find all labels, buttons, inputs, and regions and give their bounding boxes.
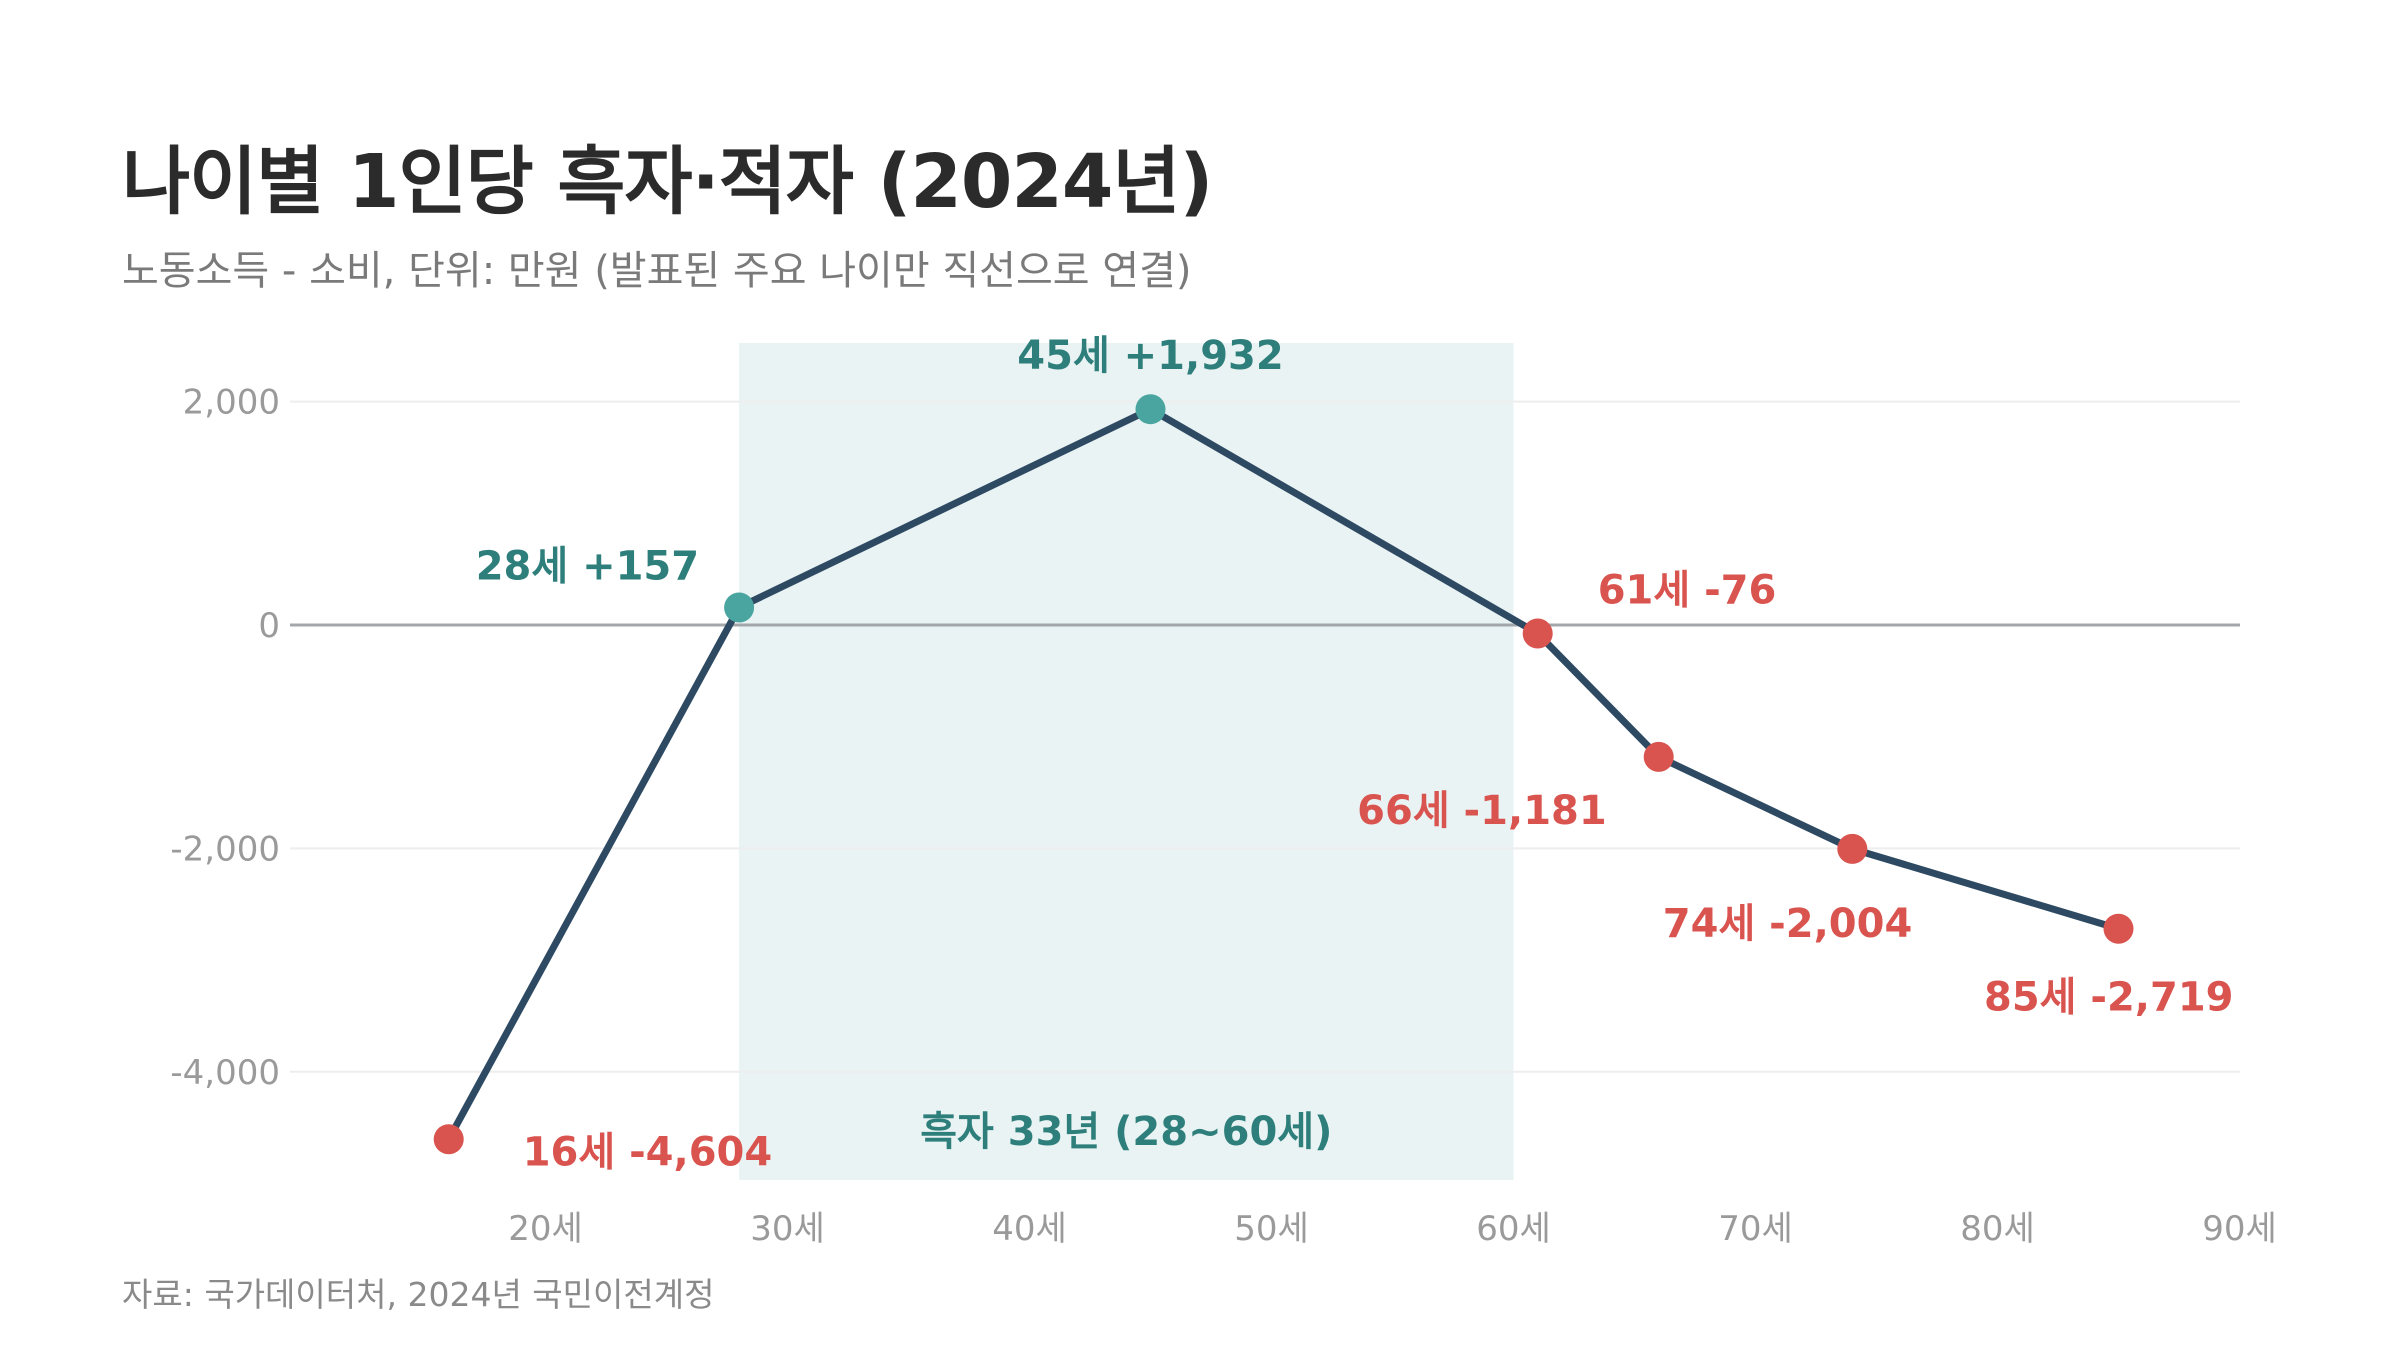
- y-tick-label: -2,000: [170, 829, 280, 869]
- x-tick-label: 40세: [992, 1209, 1067, 1249]
- y-tick-label: 0: [258, 606, 280, 646]
- data-point: [1522, 618, 1553, 649]
- data-point: [724, 592, 755, 623]
- data-label: 16세 -4,604: [523, 1129, 773, 1175]
- data-label: 85세 -2,719: [1984, 975, 2234, 1021]
- data-point: [2103, 913, 2134, 944]
- data-label: 74세 -2,004: [1663, 901, 1913, 947]
- x-tick-label: 50세: [1234, 1209, 1309, 1249]
- data-point: [1643, 741, 1674, 772]
- surplus-band-label: 흑자 33년 (28~60세): [920, 1109, 1332, 1155]
- source-note: 자료: 국가데이터처, 2024년 국민이전계정: [122, 1275, 715, 1314]
- y-tick-label: -4,000: [170, 1053, 280, 1093]
- data-label: 61세 -76: [1598, 567, 1777, 613]
- data-label: 45세 +1,932: [1017, 333, 1283, 379]
- surplus-band: [739, 343, 1514, 1180]
- data-label: 28세 +157: [476, 543, 699, 589]
- x-tick-label: 60세: [1476, 1209, 1551, 1249]
- x-tick-label: 80세: [1960, 1209, 2035, 1249]
- y-tick-label: 2,000: [183, 383, 280, 423]
- x-tick-label: 30세: [750, 1209, 825, 1249]
- data-point: [1837, 833, 1868, 864]
- x-tick-label: 20세: [508, 1209, 583, 1249]
- data-label: 66세 -1,181: [1357, 788, 1607, 834]
- chart-subtitle: 노동소득 - 소비, 단위: 만원 (발표된 주요 나이만 직선으로 연결): [122, 248, 1192, 294]
- data-point: [433, 1124, 464, 1155]
- x-tick-label: 90세: [2202, 1209, 2277, 1249]
- x-tick-label: 70세: [1718, 1209, 1793, 1249]
- data-point: [1135, 394, 1166, 425]
- chart-title: 나이별 1인당 흑자·적자 (2024년): [122, 139, 1213, 225]
